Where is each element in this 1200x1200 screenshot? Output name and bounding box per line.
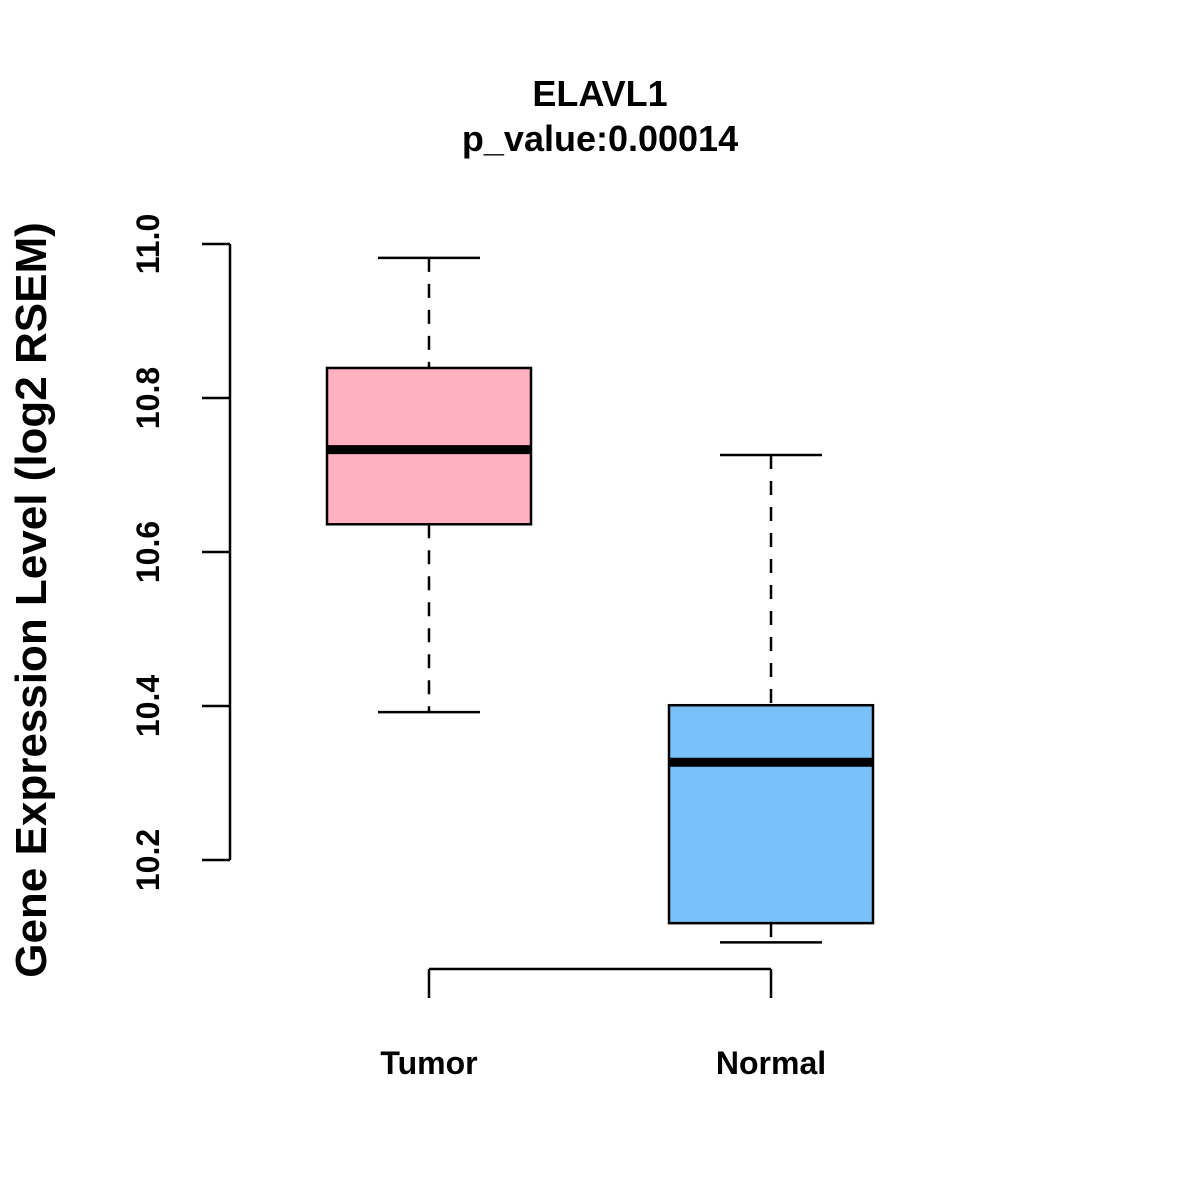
y-axis: 10.2 10.4 10.6 10.8 11.0: [130, 214, 232, 891]
chart-title: ELAVL1: [532, 73, 667, 114]
y-tick-label: 10.8: [130, 367, 166, 429]
boxes: [325, 256, 875, 944]
x-tick-label: Tumor: [380, 1045, 477, 1081]
box-normal: [667, 453, 875, 944]
y-axis-label: Gene Expression Level (log2 RSEM): [7, 222, 56, 978]
y-tick-label: 10.6: [130, 521, 166, 583]
x-tick-label: Normal: [716, 1045, 826, 1081]
box-rect: [667, 703, 875, 925]
y-tick-label: 11.0: [130, 214, 166, 275]
y-tick-label: 10.2: [130, 829, 166, 891]
box-tumor: [325, 256, 533, 714]
x-axis: Tumor Normal: [380, 967, 826, 1081]
y-tick-label: 10.4: [130, 675, 166, 737]
chart-subtitle: p_value:0.00014: [462, 118, 738, 159]
